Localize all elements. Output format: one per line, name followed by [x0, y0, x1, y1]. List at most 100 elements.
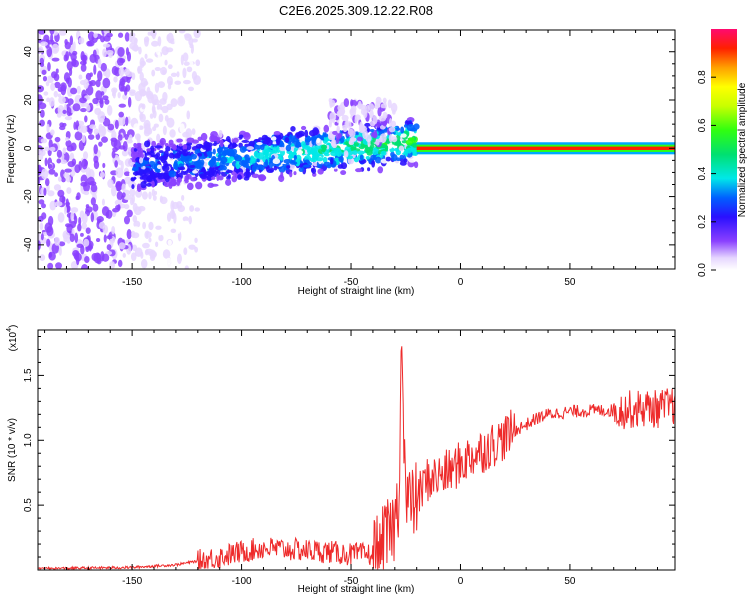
spectrogram-band-blob: [227, 174, 231, 179]
spectrogram-band-blob: [346, 138, 351, 142]
spectrogram-band-blob: [151, 140, 157, 148]
spectrogram-x-tick-label: -150: [122, 277, 142, 288]
spectrogram-band-blob: [201, 144, 210, 150]
spectrogram-noise-blob: [121, 192, 126, 198]
spectrogram-lobe-blob: [379, 115, 387, 122]
spectrogram-noise-blob: [136, 133, 141, 145]
spectrogram-noise-blob: [89, 124, 97, 130]
spectrogram-noise-blob: [102, 48, 107, 58]
spectrogram-noise-blob: [106, 244, 112, 251]
spectrogram-band-blob: [286, 165, 291, 169]
spectrogram-band-blob: [190, 153, 198, 160]
spectrogram-lobe-blob: [343, 127, 348, 133]
spectrogram-y-tick-label: 0: [23, 145, 34, 151]
spectrogram-noise-blob: [166, 34, 170, 42]
spectrogram-noise-blob: [149, 264, 154, 269]
spectrogram-band-blob: [302, 164, 311, 168]
spectrogram-lobe-blob: [350, 109, 355, 114]
spectrogram-noise-blob: [158, 113, 164, 123]
spectrogram-noise-blob: [127, 129, 135, 138]
colorbar: 0.0 0.2 0.4 0.6 0.8 Normalized spectral ampl…: [697, 29, 748, 277]
spectrogram-noise-blob: [191, 128, 196, 135]
spectrogram-band-blob: [364, 122, 371, 127]
spectrogram-lobe-blob: [356, 136, 364, 142]
spectrogram-lobe-blob: [363, 109, 368, 119]
spectrogram-noise-blob: [140, 60, 146, 67]
spectrogram-band-blob: [210, 135, 218, 142]
spectrogram-band-blob: [250, 157, 257, 162]
spectrogram-noise-blob: [66, 187, 72, 194]
spectrogram-noise-blob: [51, 71, 58, 79]
spectrogram-noise-blob: [181, 259, 189, 266]
spectrogram-noise-blob: [57, 176, 62, 182]
spectrogram-band-blob: [395, 157, 402, 162]
spectrogram-noise-blob: [106, 235, 113, 240]
spectrogram-noise-blob: [169, 129, 176, 138]
spectrogram-noise-blob: [65, 137, 70, 142]
chart-title: C2E6.2025.309.12.22.R08: [279, 3, 433, 18]
spectrogram-noise-blob: [131, 45, 140, 52]
spectrogram-band-blob: [413, 161, 419, 169]
spectrogram-noise-blob: [171, 201, 180, 210]
spectrogram-band-blob: [353, 142, 359, 147]
spectrogram-band-blob: [357, 150, 365, 155]
spectrogram-noise-blob: [72, 41, 76, 52]
spectrogram-noise-blob: [188, 244, 196, 250]
spectrogram-lobe-blob: [387, 99, 392, 109]
spectrogram-noise-blob: [67, 98, 74, 106]
spectrogram-band-blob: [303, 144, 311, 150]
spectrogram-band-blob: [411, 139, 415, 143]
snr-x-tick-label: 0: [458, 576, 464, 587]
spectrogram-noise-blob: [38, 85, 45, 93]
spectrogram-band-blob: [197, 136, 203, 141]
spectrogram-noise-blob: [40, 149, 46, 157]
spectrogram-noise-blob: [85, 167, 92, 178]
spectrogram-band-blob: [156, 164, 162, 170]
spectrogram-band-blob: [132, 150, 138, 155]
spectrogram-noise-blob: [39, 119, 45, 127]
spectrogram-band-blob: [380, 150, 387, 156]
spectrogram-lobe-blob: [374, 104, 380, 110]
spectrogram-noise-blob: [102, 117, 111, 127]
spectrogram-band-blob: [143, 157, 151, 161]
spectrogram-lobe-blob: [380, 103, 387, 109]
spectrogram-band-blob: [285, 144, 292, 152]
spectrogram-noise-blob: [79, 60, 87, 66]
spectrogram-noise-blob: [54, 136, 61, 143]
spectrogram-noise-blob: [160, 222, 166, 232]
spectrogram-band-blob: [256, 141, 263, 146]
spectrogram-noise-blob: [72, 103, 81, 112]
spectrogram-noise-blob: [61, 196, 66, 203]
spectrogram-noise-blob: [137, 205, 146, 212]
spectrogram-band-blob: [200, 132, 208, 141]
spectrogram-noise-blob: [107, 123, 115, 131]
spectrogram-noise-blob: [110, 185, 117, 197]
spectrogram-lobe-blob: [391, 136, 398, 143]
spectrogram-noise-blob: [117, 47, 125, 57]
spectrogram-lobe-blob: [375, 96, 382, 105]
spectrogram-noise-blob: [189, 43, 194, 49]
spectrogram-noise-blob: [178, 30, 186, 34]
spectrogram-noise-blob: [50, 129, 55, 136]
spectrogram-band-blob: [216, 161, 220, 167]
spectrogram-noise-blob: [104, 68, 111, 79]
spectrogram-noise-blob: [171, 189, 176, 199]
spectrogram-band-blob: [272, 141, 277, 145]
spectrogram-noise-blob: [158, 234, 164, 242]
spectrogram-band-blob: [326, 144, 330, 150]
spectrogram-band-blob: [225, 178, 232, 186]
spectrogram-band-blob: [298, 167, 304, 173]
spectrogram-noise-blob: [139, 112, 144, 120]
spectrogram-y-tick-label: -20: [23, 189, 34, 204]
spectrogram-noise-blob: [114, 160, 118, 168]
spectrogram-noise-blob: [60, 82, 67, 92]
spectrogram-band-blob: [258, 165, 266, 171]
spectrogram-noise-blob: [77, 223, 82, 232]
spectrogram-noise-blob: [44, 146, 50, 151]
spectrogram-noise-blob: [66, 106, 72, 117]
spectrogram-noise-blob: [84, 255, 90, 264]
spectrogram-noise-blob: [59, 122, 64, 128]
spectrogram-band-blob: [197, 152, 203, 157]
spectrogram-noise-blob: [62, 109, 67, 115]
spectrogram-noise-blob: [93, 252, 102, 264]
